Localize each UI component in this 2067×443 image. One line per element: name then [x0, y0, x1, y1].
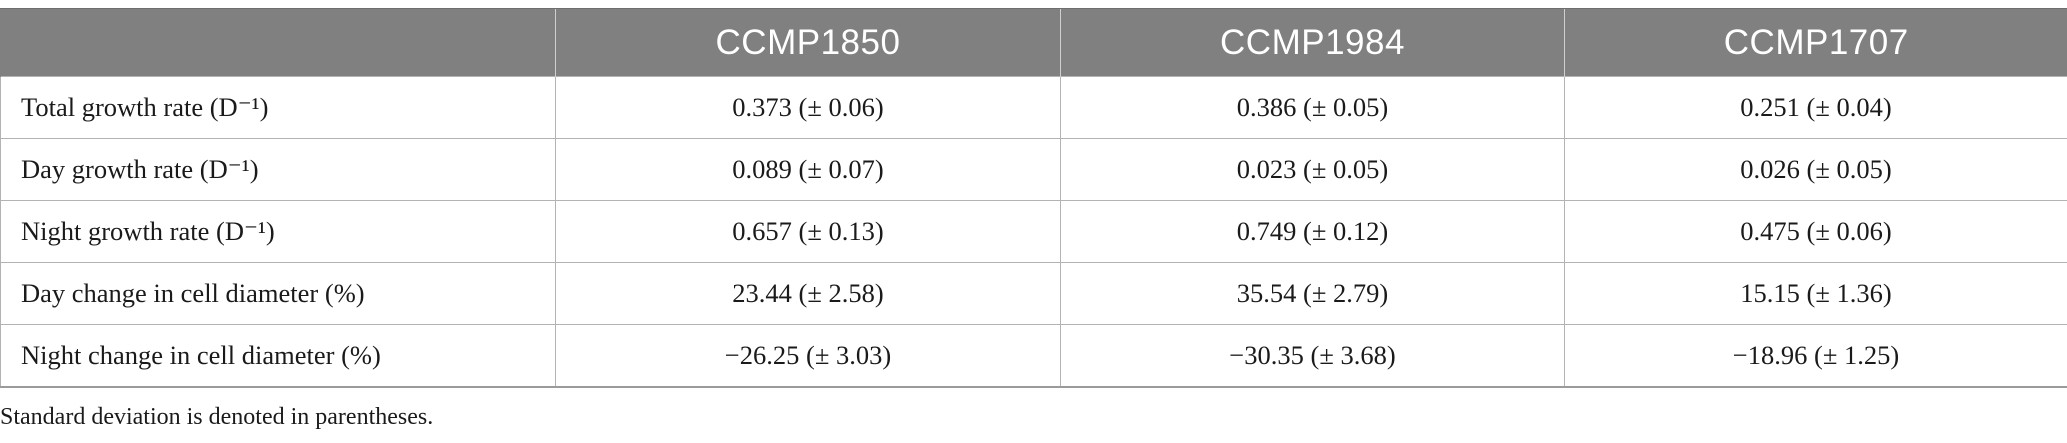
table-body: Total growth rate (D⁻¹) 0.373 (± 0.06) 0… [0, 76, 2067, 388]
row-label: Night growth rate (D⁻¹) [0, 200, 556, 263]
header-cell-ccmp1850: CCMP1850 [555, 8, 1061, 77]
table-cell: 0.026 (± 0.05) [1564, 138, 2067, 201]
row-label: Night change in cell diameter (%) [0, 324, 556, 388]
header-cell-ccmp1984: CCMP1984 [1060, 8, 1565, 77]
header-cell-empty [0, 8, 556, 77]
row-label: Total growth rate (D⁻¹) [0, 76, 556, 139]
table-cell: 0.089 (± 0.07) [555, 138, 1061, 201]
table-header: CCMP1850 CCMP1984 CCMP1707 [0, 8, 2067, 77]
table-cell: 23.44 (± 2.58) [555, 262, 1061, 325]
table-cell: 0.657 (± 0.13) [555, 200, 1061, 263]
row-label: Day change in cell diameter (%) [0, 262, 556, 325]
table-cell: 0.251 (± 0.04) [1564, 76, 2067, 139]
header-row: CCMP1850 CCMP1984 CCMP1707 [0, 8, 2067, 77]
table-cell: 0.749 (± 0.12) [1060, 200, 1565, 263]
table-cell: −18.96 (± 1.25) [1564, 324, 2067, 388]
data-table-container: CCMP1850 CCMP1984 CCMP1707 Total growth … [0, 8, 2067, 388]
table-cell: 0.023 (± 0.05) [1060, 138, 1565, 201]
table-footnote: Standard deviation is denoted in parenth… [0, 404, 434, 430]
growth-rate-table: CCMP1850 CCMP1984 CCMP1707 Total growth … [0, 8, 2067, 388]
header-cell-ccmp1707: CCMP1707 [1564, 8, 2067, 77]
table-cell: 35.54 (± 2.79) [1060, 262, 1565, 325]
row-label: Day growth rate (D⁻¹) [0, 138, 556, 201]
table-cell: 0.475 (± 0.06) [1564, 200, 2067, 263]
table-row: Night growth rate (D⁻¹) 0.657 (± 0.13) 0… [0, 200, 2067, 263]
table-row: Total growth rate (D⁻¹) 0.373 (± 0.06) 0… [0, 76, 2067, 139]
table-cell: −26.25 (± 3.03) [555, 324, 1061, 388]
table-cell: −30.35 (± 3.68) [1060, 324, 1565, 388]
table-row: Day change in cell diameter (%) 23.44 (±… [0, 262, 2067, 325]
table-cell: 0.386 (± 0.05) [1060, 76, 1565, 139]
table-row: Day growth rate (D⁻¹) 0.089 (± 0.07) 0.0… [0, 138, 2067, 201]
table-cell: 15.15 (± 1.36) [1564, 262, 2067, 325]
table-cell: 0.373 (± 0.06) [555, 76, 1061, 139]
table-row: Night change in cell diameter (%) −26.25… [0, 324, 2067, 388]
